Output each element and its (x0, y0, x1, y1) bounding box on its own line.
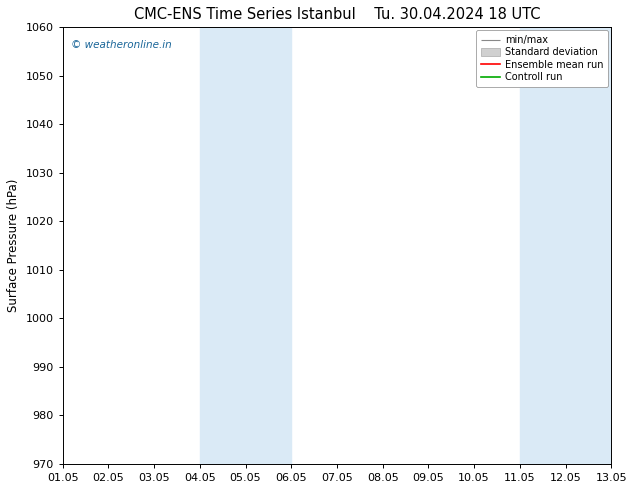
Bar (520, 27, 611, 464)
Y-axis label: Surface Pressure (hPa): Surface Pressure (hPa) (7, 179, 20, 312)
Text: © weatheronline.in: © weatheronline.in (71, 40, 172, 50)
Bar (200, 27, 291, 464)
Legend: min/max, Standard deviation, Ensemble mean run, Controll run: min/max, Standard deviation, Ensemble me… (476, 30, 609, 87)
Title: CMC-ENS Time Series Istanbul    Tu. 30.04.2024 18 UTC: CMC-ENS Time Series Istanbul Tu. 30.04.2… (134, 7, 540, 22)
